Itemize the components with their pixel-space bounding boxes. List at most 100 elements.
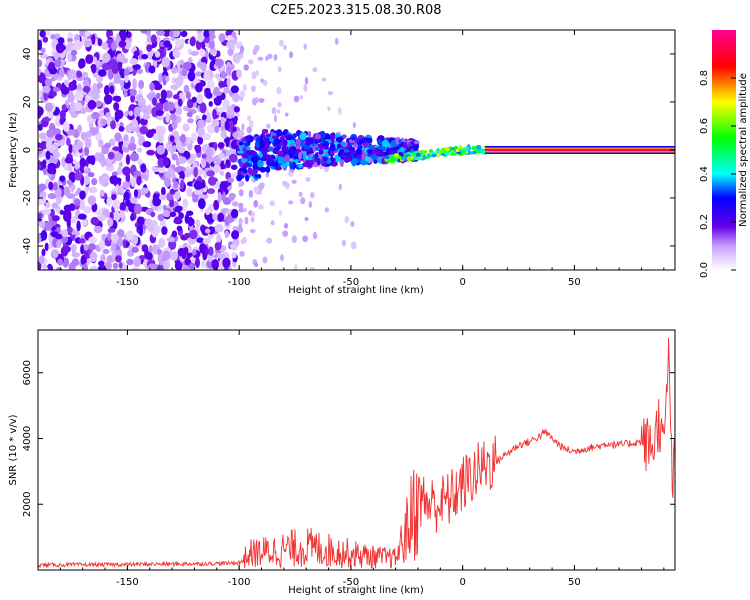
noise-blob — [159, 219, 167, 227]
signal-blob — [256, 136, 261, 143]
noise-blob — [91, 111, 100, 120]
figure-title: C2E5.2023.315.08.30.R08 — [270, 3, 441, 18]
noise-blob — [153, 82, 163, 91]
noise-blob — [205, 92, 213, 99]
signal-blob — [237, 170, 242, 176]
noise-blob — [141, 53, 149, 60]
faint-blob — [257, 56, 264, 61]
transition-blob — [480, 148, 485, 152]
signal-blob — [244, 142, 248, 147]
noise-blob — [217, 141, 225, 149]
noise-blob — [52, 182, 58, 191]
noise-blob — [208, 176, 217, 186]
noise-blob — [42, 85, 51, 94]
noise-blob — [108, 58, 118, 70]
noise-blob — [218, 152, 225, 160]
noise-blob — [169, 135, 175, 143]
noise-blob — [216, 107, 226, 113]
noise-blob — [160, 89, 167, 101]
signal-blob — [364, 156, 370, 162]
colorbar-tick-label: 0.8 — [699, 70, 710, 86]
signal-blob — [398, 139, 403, 144]
noise-blob — [193, 166, 198, 178]
noise-blob — [112, 262, 119, 270]
noise-blob — [199, 192, 209, 200]
faint-blob — [341, 239, 346, 247]
signal-blob — [318, 149, 324, 155]
x-tick-label: 0 — [459, 577, 465, 588]
noise-blob — [63, 204, 72, 212]
noise-blob — [82, 79, 90, 88]
signal-blob — [377, 138, 382, 146]
noise-blob — [55, 226, 61, 234]
noise-blob — [76, 220, 81, 232]
faint-blob — [309, 191, 315, 199]
noise-blob — [185, 91, 192, 100]
colorbar-ticks: 0.0 0.2 0.4 0.6 0.8 — [699, 70, 736, 278]
noise-blob — [119, 202, 127, 212]
noise-blob — [138, 225, 144, 237]
faint-blob — [338, 183, 343, 191]
noise-blob — [199, 48, 206, 58]
snr-series-line — [38, 337, 675, 569]
noise-blob — [53, 58, 62, 68]
signal-blob — [265, 165, 271, 173]
faint-blob — [262, 80, 268, 87]
signal-blob — [245, 174, 250, 182]
noise-blob — [213, 90, 223, 96]
noise-blob — [44, 78, 53, 87]
noise-blob — [110, 41, 117, 52]
noise-blob — [144, 249, 150, 259]
noise-blob — [229, 120, 234, 131]
noise-blob — [211, 119, 220, 128]
noise-blob — [195, 219, 201, 229]
noise-blob — [52, 87, 60, 93]
noise-blob — [146, 93, 155, 100]
noise-blob — [132, 64, 141, 70]
noise-blob — [68, 262, 76, 270]
faint-blob — [258, 98, 265, 103]
noise-blob — [131, 266, 140, 270]
faint-blob — [266, 237, 273, 244]
noise-blob — [88, 243, 96, 251]
noise-blob — [118, 161, 123, 168]
x-tick-label: -50 — [343, 577, 359, 588]
faint-blob — [327, 91, 334, 96]
noise-blob — [177, 156, 187, 164]
noise-blob — [194, 144, 202, 154]
spectrogram-axes: -150 -100 -50 0 50 -40 -20 0 20 40 — [22, 30, 675, 288]
noise-blob — [38, 221, 47, 227]
faint-blob — [239, 90, 246, 98]
noise-blob — [169, 113, 177, 121]
noise-blob — [219, 182, 228, 190]
faint-blob — [305, 177, 311, 182]
noise-blob — [140, 163, 147, 173]
noise-blob — [43, 91, 48, 101]
faint-blob — [271, 107, 277, 115]
noise-blob — [232, 226, 238, 232]
noise-blob — [97, 38, 103, 47]
noise-blob — [42, 266, 49, 270]
faint-blob — [294, 264, 298, 270]
noise-blob — [112, 146, 121, 152]
noise-blob — [226, 66, 232, 76]
faint-blob — [238, 129, 245, 137]
noise-blob — [157, 213, 165, 222]
noise-blob — [101, 41, 108, 50]
noise-blob — [195, 82, 203, 93]
noise-blob — [87, 195, 97, 206]
signal-blob — [330, 157, 336, 162]
noise-blob — [79, 157, 86, 168]
snr-axes: -150 -100 -50 0 50 2000 4000 6000 — [22, 330, 675, 588]
noise-blob — [150, 211, 156, 218]
noise-blob — [59, 109, 66, 120]
faint-blob — [321, 77, 327, 82]
noise-blob — [133, 50, 140, 57]
y-tick-label: 0 — [22, 147, 33, 153]
noise-blob — [156, 144, 166, 155]
noise-blob — [51, 215, 60, 222]
noise-blob — [60, 246, 69, 257]
noise-blob — [169, 199, 174, 208]
transition-blob — [426, 155, 430, 159]
signal-blob — [323, 144, 329, 150]
